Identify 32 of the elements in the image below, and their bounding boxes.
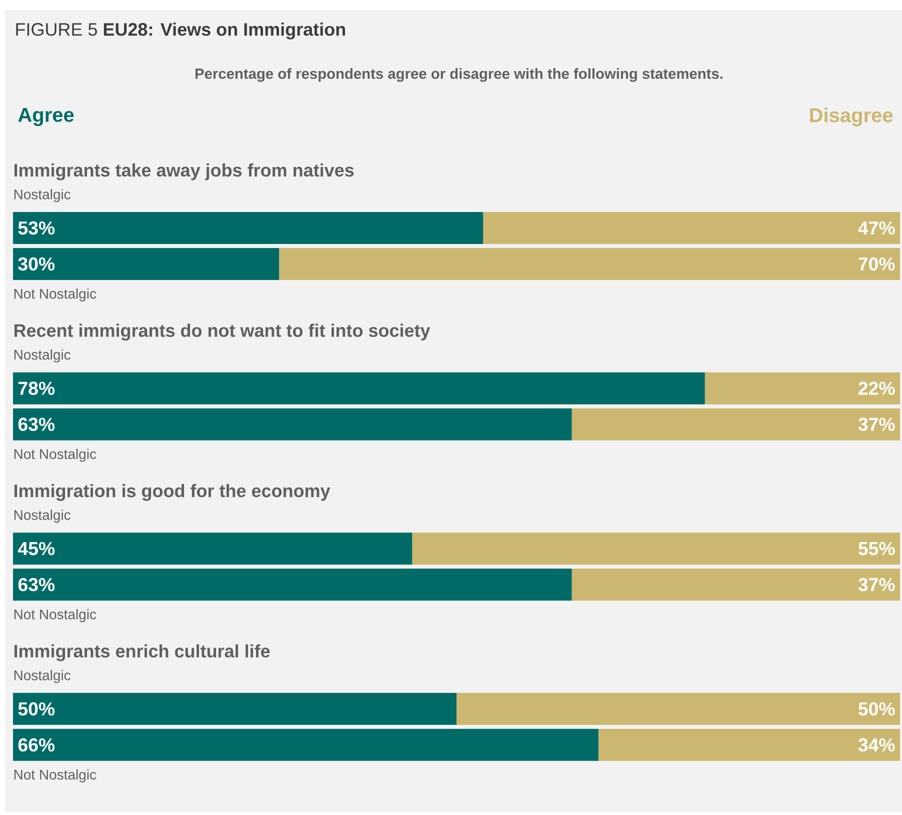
text: Disagree — [810, 108, 893, 126]
data-label: 30% — [18, 257, 55, 271]
data-label: 50% — [858, 702, 895, 716]
data-label: 78% — [18, 382, 55, 395]
data-label: 37% — [858, 578, 895, 592]
data-label: 45% — [18, 542, 55, 556]
annotation: Immigrants take away jobs from natives — [14, 163, 354, 180]
y-tick-label: Nostalgic — [14, 189, 70, 202]
data-label: 66% — [18, 738, 55, 752]
y-tick-label: Nostalgic — [14, 670, 70, 684]
data-label: 55% — [858, 542, 895, 556]
y-tick-label: Not Nostalgic — [14, 288, 96, 302]
y-tick-label: Nostalgic — [14, 349, 70, 362]
y-tick-label: Not Nostalgic — [14, 609, 96, 622]
annotation: Immigrants enrich cultural life — [14, 644, 270, 662]
text: Agree — [18, 108, 74, 126]
data-label: 70% — [858, 257, 895, 271]
y-tick-label: Not Nostalgic — [14, 769, 96, 782]
data-label: 53% — [18, 221, 55, 235]
chart-subtitle: Percentage of respondents agree or disagree with the following statements. — [196, 68, 722, 82]
data-label: 63% — [18, 418, 55, 431]
annotation: Recent immigrants do not want to fit into society — [14, 324, 430, 341]
data-label: 37% — [858, 418, 895, 431]
annotation: Immigration is good for the economy — [14, 484, 330, 501]
chart-title: FIGURE 5 EU28: Views on Immigration — [16, 22, 346, 40]
data-label: 47% — [858, 221, 895, 235]
y-tick-label: Nostalgic — [14, 510, 70, 523]
data-label: 50% — [18, 702, 55, 716]
data-label: 63% — [18, 578, 55, 592]
data-label: 22% — [858, 382, 895, 395]
data-label: 34% — [858, 738, 895, 752]
y-tick-label: Not Nostalgic — [14, 448, 96, 462]
